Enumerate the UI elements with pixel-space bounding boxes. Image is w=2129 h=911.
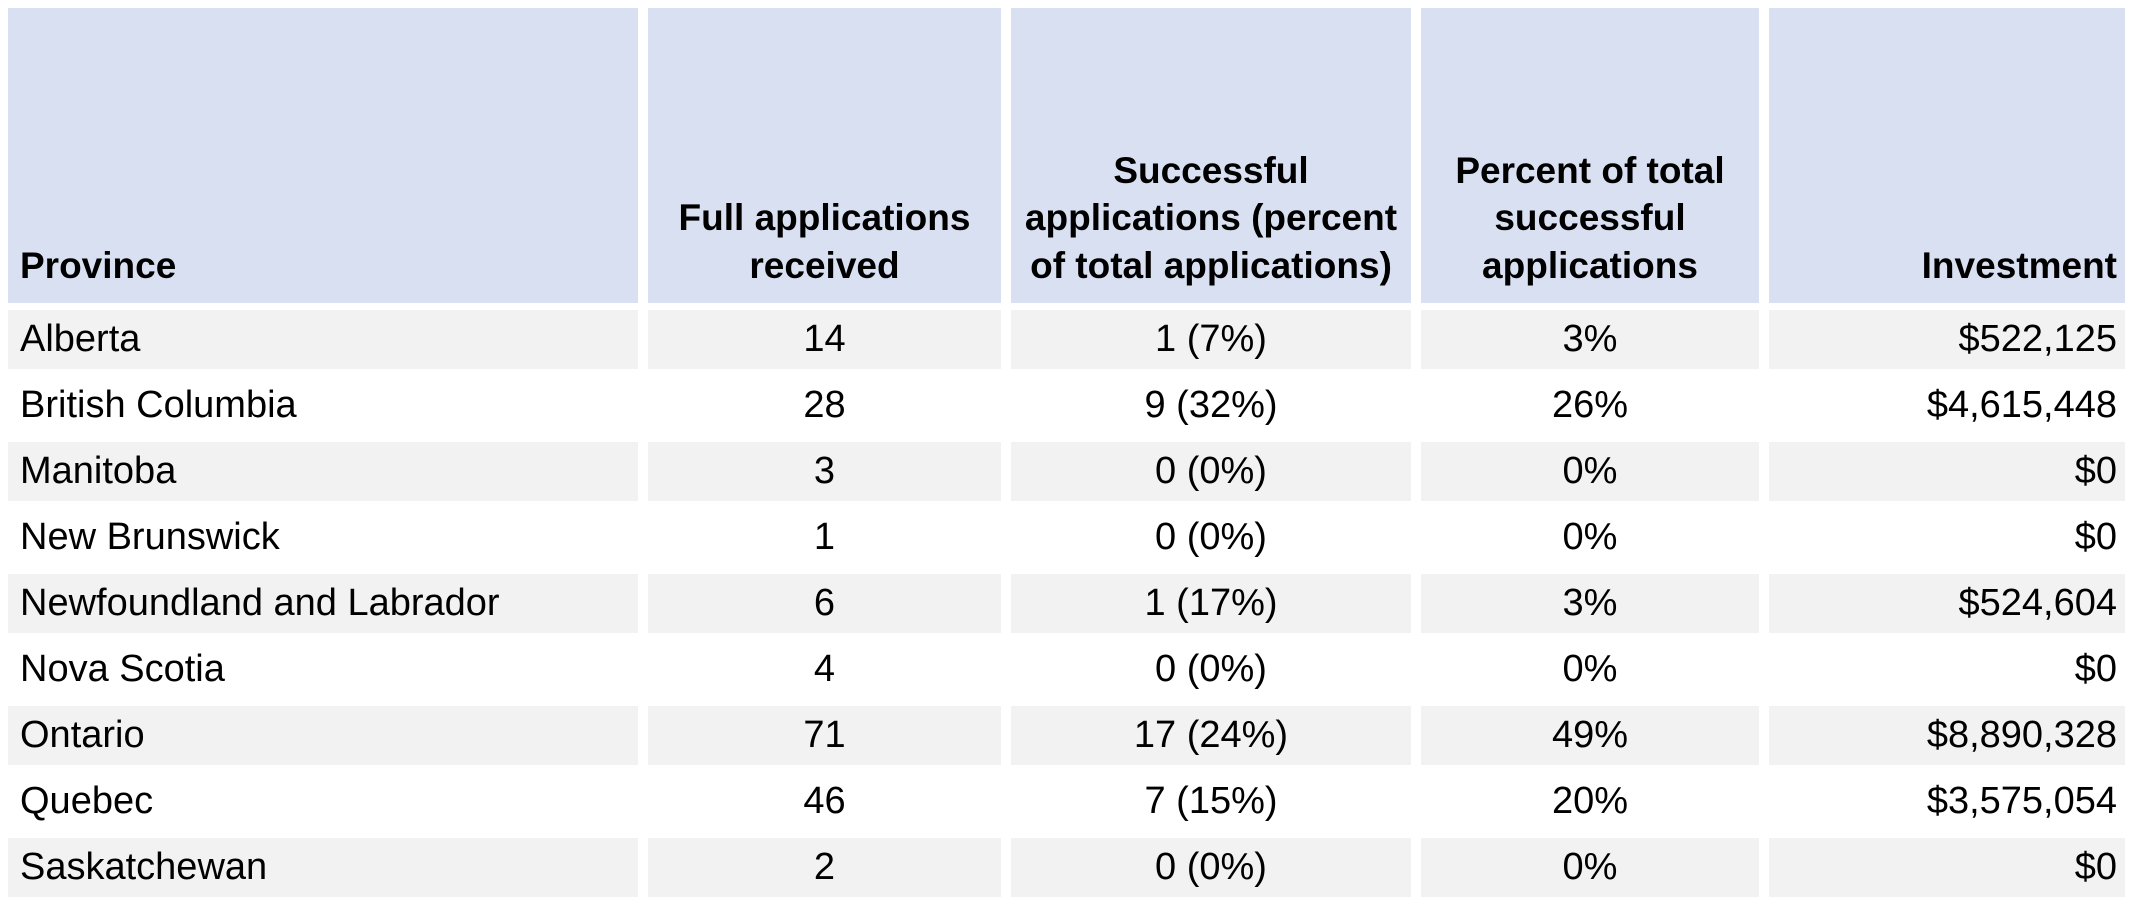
cell-province: Manitoba <box>8 442 638 501</box>
cell-investment: $524,604 <box>1769 574 2125 633</box>
cell-full-applications-received: 1 <box>648 508 1001 567</box>
cell-successful-applications: 0 (0%) <box>1011 838 1411 897</box>
cell-percent-of-total-successful: 20% <box>1421 772 1759 831</box>
cell-investment: $4,615,448 <box>1769 376 2125 435</box>
cell-investment: $522,125 <box>1769 310 2125 369</box>
cell-province: Ontario <box>8 706 638 765</box>
cell-full-applications-received: 28 <box>648 376 1001 435</box>
cell-successful-applications: 9 (32%) <box>1011 376 1411 435</box>
cell-successful-applications: 0 (0%) <box>1011 640 1411 699</box>
cell-full-applications-received: 71 <box>648 706 1001 765</box>
cell-percent-of-total-successful: 0% <box>1421 640 1759 699</box>
cell-percent-of-total-successful: 0% <box>1421 838 1759 897</box>
cell-investment: $0 <box>1769 640 2125 699</box>
cell-percent-of-total-successful: 3% <box>1421 310 1759 369</box>
cell-province: British Columbia <box>8 376 638 435</box>
cell-successful-applications: 7 (15%) <box>1011 772 1411 831</box>
cell-successful-applications: 1 (17%) <box>1011 574 1411 633</box>
cell-percent-of-total-successful: 26% <box>1421 376 1759 435</box>
cell-province: Saskatchewan <box>8 838 638 897</box>
cell-province: New Brunswick <box>8 508 638 567</box>
cell-successful-applications: 17 (24%) <box>1011 706 1411 765</box>
cell-percent-of-total-successful: 0% <box>1421 508 1759 567</box>
cell-full-applications-received: 3 <box>648 442 1001 501</box>
cell-investment: $3,575,054 <box>1769 772 2125 831</box>
cell-full-applications-received: 14 <box>648 310 1001 369</box>
column-header-successful-applications: Successful applications (percent of tota… <box>1011 8 1411 303</box>
cell-province: Alberta <box>8 310 638 369</box>
cell-full-applications-received: 46 <box>648 772 1001 831</box>
cell-full-applications-received: 2 <box>648 838 1001 897</box>
cell-full-applications-received: 4 <box>648 640 1001 699</box>
column-header-percent-of-total-successful: Percent of total successful applications <box>1421 8 1759 303</box>
cell-percent-of-total-successful: 3% <box>1421 574 1759 633</box>
cell-investment: $0 <box>1769 442 2125 501</box>
cell-province: Nova Scotia <box>8 640 638 699</box>
cell-province: Quebec <box>8 772 638 831</box>
cell-province: Newfoundland and Labrador <box>8 574 638 633</box>
cell-successful-applications: 0 (0%) <box>1011 442 1411 501</box>
cell-full-applications-received: 6 <box>648 574 1001 633</box>
cell-investment: $0 <box>1769 508 2125 567</box>
column-header-investment: Investment <box>1769 8 2125 303</box>
cell-investment: $0 <box>1769 838 2125 897</box>
cell-investment: $8,890,328 <box>1769 706 2125 765</box>
cell-successful-applications: 1 (7%) <box>1011 310 1411 369</box>
column-header-province: Province <box>8 8 638 303</box>
column-header-full-applications-received: Full applications received <box>648 8 1001 303</box>
applications-by-province-table: Province Full applications received Succ… <box>8 8 2125 897</box>
table-grid: Province Full applications received Succ… <box>8 8 2125 897</box>
cell-successful-applications: 0 (0%) <box>1011 508 1411 567</box>
cell-percent-of-total-successful: 49% <box>1421 706 1759 765</box>
cell-percent-of-total-successful: 0% <box>1421 442 1759 501</box>
